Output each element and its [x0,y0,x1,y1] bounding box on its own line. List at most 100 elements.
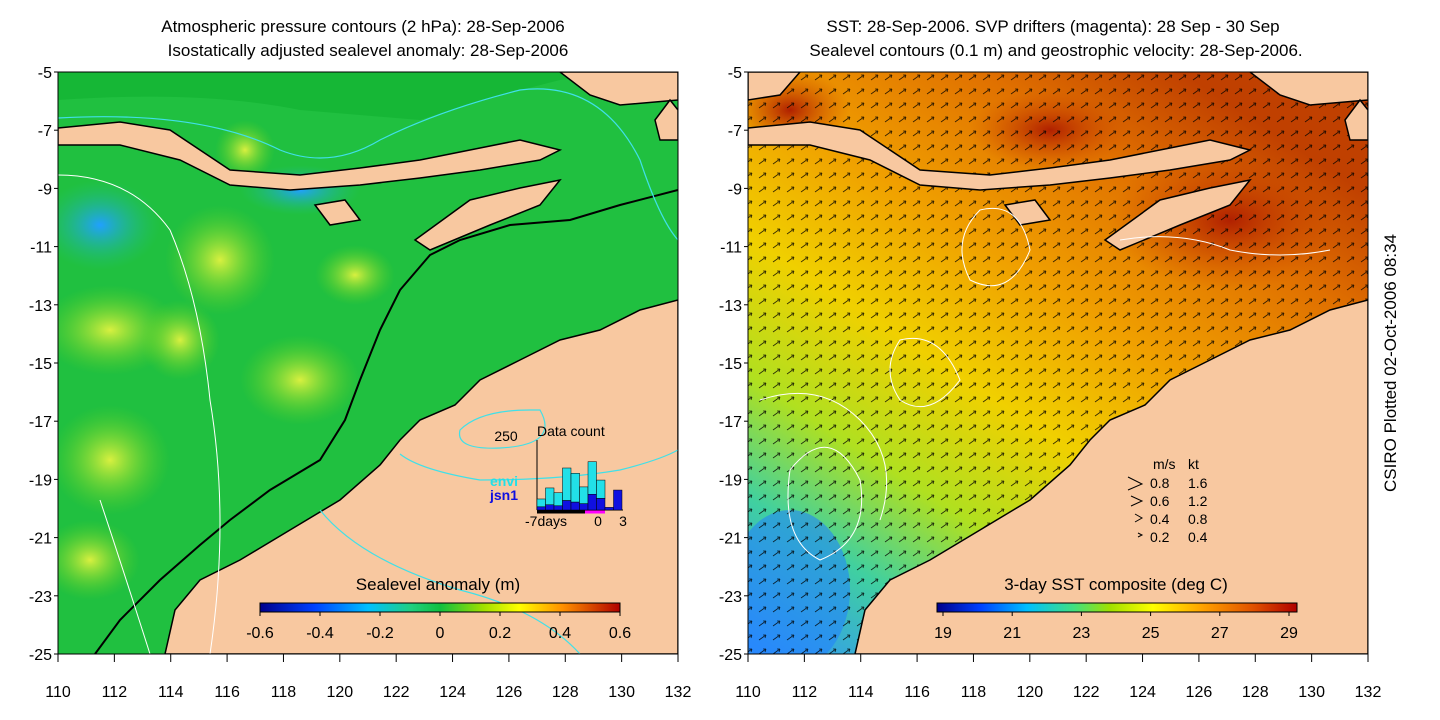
tanimbar-island [1344,98,1368,141]
speed-legend: m/s kt 0.8 1.6 0.6 1.2 0.4 0.8 0.2 0.4 [1127,456,1208,545]
left-title-line2: Isostatically adjusted sealevel anomaly:… [168,41,569,60]
sla-high-blob [165,205,275,315]
sla-high-blob [215,120,275,180]
left-y-tick-label: -7 [38,123,52,140]
sla-colorbar [259,602,621,613]
sst-colorbar-tick-label: 19 [934,625,952,642]
sla-colorbar-ticks: -0.6 -0.4 -0.2 0 0.2 0.4 0.6 [246,612,631,642]
inset-bar-jsn1 [553,505,563,511]
timor-island [413,178,562,251]
inset-bar-jsn1 [536,506,546,511]
tanimbar-island [654,98,678,141]
australia-landmass [164,299,678,654]
sla-north-band [58,72,678,120]
left-x-tick-label: 110 [45,684,71,701]
left-x-tick-label: 116 [214,684,240,701]
timor-island [1103,178,1252,251]
inset-bar-jsn1 [570,501,580,511]
right-x-tick-label: 116 [904,684,930,701]
inset-bar-envi [579,486,589,504]
right-x-tick-label: 118 [961,684,987,701]
left-x-tick-label: 112 [102,684,128,701]
left-map [58,72,678,654]
inset-bar-jsn1 [604,507,614,511]
sst-colorbar-label: 3-day SST composite (deg C) [1004,575,1228,594]
sealevel-contour [961,207,1031,287]
contour-label-250: 250 [494,428,518,444]
speed-row-kt: 0.8 [1188,511,1208,527]
left-y-tick-label: -25 [29,647,52,664]
sst-colorbar-tick-label: 21 [1003,625,1021,642]
right-title-line1: SST: 28-Sep-2006. SVP drifters (magenta)… [826,17,1279,36]
right-x-tick-label: 130 [1298,684,1325,701]
legend-envi: envi [490,473,518,489]
left-x-tick-label: 114 [158,684,184,701]
right-map [748,72,1368,654]
right-x-tick-label: 110 [735,684,761,701]
inset-bar-envi [570,473,580,503]
pressure-contour [458,409,546,449]
left-x-tick-label: 122 [383,684,410,701]
pressure-contour [319,509,581,654]
inset-bar-jsn1 [596,498,606,511]
inset-x-end: 3 [619,513,627,529]
right-x-tick-label: 126 [1186,684,1213,701]
sla-zero-contour [58,174,221,654]
right-y-tick-label: -7 [728,123,742,140]
right-y-tick-label: -17 [719,414,742,431]
northern-islands [558,72,678,106]
speed-arrow-icon [1130,495,1144,507]
legend-jsn1: jsn1 [489,487,518,503]
inset-bar-jsn1 [613,489,623,511]
nw-island [748,72,801,101]
sst-colorbar-tick-label: 27 [1211,625,1229,642]
sla-high-blob [240,335,360,425]
sealevel-contour [889,337,961,408]
northern-islands [1248,72,1368,106]
sla-high-blob [315,245,395,305]
speed-header-ms: m/s [1153,456,1176,472]
inset-x-mid: 0 [594,513,602,529]
right-y-tick-label: -5 [728,65,742,82]
right-y-tick-label: -19 [719,472,742,489]
speed-row-kt: 1.6 [1188,475,1208,491]
speed-header-kt: kt [1188,456,1199,472]
left-y-tick-label: -19 [29,472,52,489]
right-x-tick-label: 124 [1129,684,1156,701]
right-y-tick-label: -9 [728,181,742,198]
right-x-tick-label: 114 [848,684,874,701]
sla-colorbar-tick-label: 0 [436,625,445,642]
sla-colorbar-label: Sealevel anomaly (m) [356,575,520,594]
sla-colorbar-tick-label: 0.4 [549,625,571,642]
left-y-tick-label: -15 [29,356,52,373]
right-x-tick-label: 122 [1073,684,1100,701]
left-y-tick-label: -11 [30,240,52,257]
speed-row-ms: 0.2 [1150,529,1170,545]
sumba-island [313,199,362,226]
pressure-contour [399,449,678,481]
speed-arrow-icon [1137,532,1144,538]
sla-low-blob [58,180,160,270]
sla-colorbar-tick-label: -0.4 [306,625,334,642]
left-y-tick-label: -9 [38,181,52,198]
sealevel-contour [1119,236,1331,256]
right-y-tick-label: -21 [719,531,742,548]
right-y-tick-label: -13 [719,298,742,315]
australia-landmass [854,299,1368,654]
lesser-sunda-islands [58,121,563,191]
inset-bar-envi [545,487,555,506]
data-count-inset: Data count -7days 0 3 envi jsn1 [489,423,627,529]
left-x-tick-label: 130 [608,684,635,701]
inset-bars [536,461,623,511]
left-x-tick-label: 128 [552,684,579,701]
shelf-edge-line [94,189,678,654]
right-title-line2: Sealevel contours (0.1 m) and geostrophi… [809,41,1302,60]
left-x-tick-label: 124 [439,684,466,701]
sla-zero-contour [99,499,151,654]
right-y-tick-label: -25 [719,647,742,664]
sst-colorbar [936,602,1298,613]
left-y-tick-label: -13 [29,298,52,315]
right-x-tick-label: 128 [1242,684,1269,701]
left-title-line1: Atmospheric pressure contours (2 hPa): 2… [161,17,564,36]
